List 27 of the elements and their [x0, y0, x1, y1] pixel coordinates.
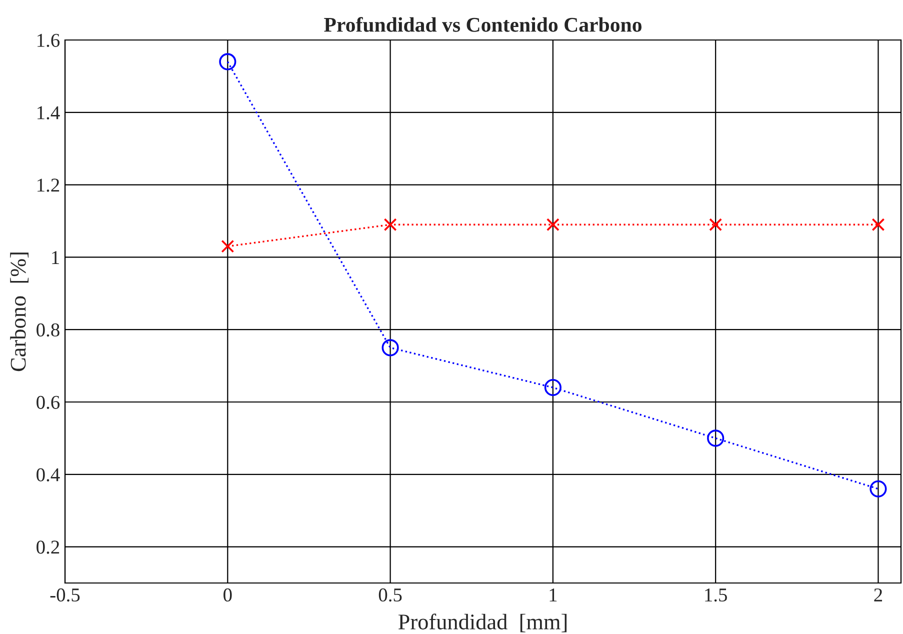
point: [546, 218, 560, 232]
point: [870, 480, 887, 498]
y-tick-label: 0.4: [36, 468, 60, 482]
y-axis-title: Carbono [%]: [10, 252, 29, 372]
y-tick-label: 0.6: [36, 396, 60, 410]
y-tick-label: 0.2: [36, 540, 60, 554]
point: [384, 218, 397, 232]
point: [709, 218, 722, 232]
y-tick-label: 0.8: [36, 323, 60, 337]
x-tick-label: 0: [224, 588, 232, 602]
point: [872, 218, 885, 232]
x-tick-label: 2: [874, 588, 882, 602]
point: [219, 53, 236, 70]
x-tick-label: 1: [550, 588, 557, 602]
x-tick-label: 0.5: [378, 588, 402, 602]
y-tick-label: 1.2: [38, 178, 60, 192]
point: [707, 430, 724, 447]
y-tick-label: 1.6: [38, 34, 60, 48]
point: [382, 339, 399, 356]
chart-title: Profundidad vs Contenido Carbono: [324, 17, 642, 32]
x-tick-label: 1.5: [705, 588, 727, 602]
y-tick-label: 1.4: [38, 106, 60, 120]
point: [544, 378, 562, 396]
point: [221, 240, 234, 253]
x-tick-label: -0.5: [50, 588, 80, 602]
x-axis-title: Profundidad [mm]: [398, 614, 567, 632]
y-tick-label: 1: [52, 251, 59, 264]
